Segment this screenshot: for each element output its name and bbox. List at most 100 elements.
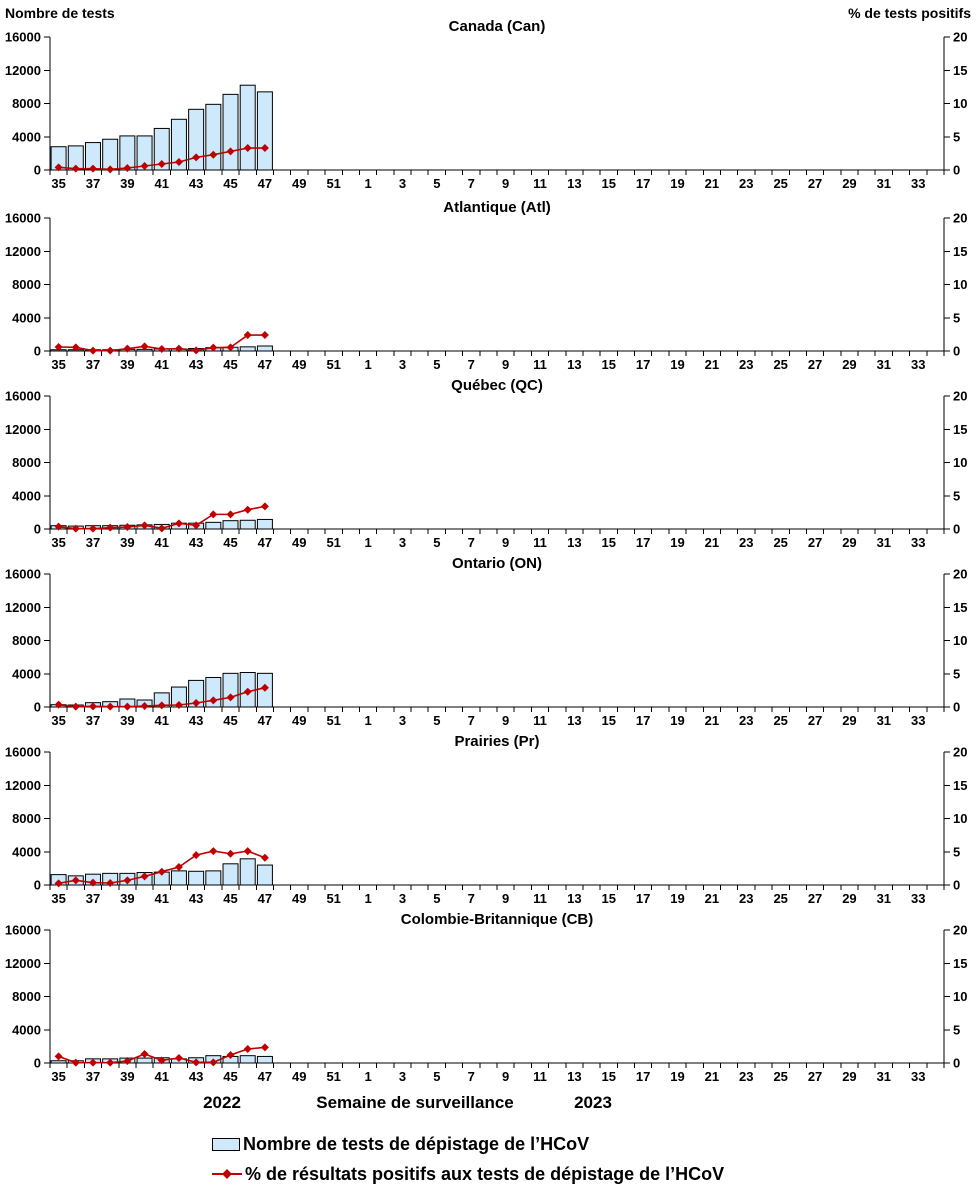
x-tick-label: 15 <box>602 176 616 191</box>
x-tick-label: 33 <box>911 1069 925 1084</box>
diamond-marker-icon <box>209 847 218 856</box>
left-tick-label: 0 <box>34 1056 41 1071</box>
x-tick-label: 29 <box>842 357 856 372</box>
axes <box>44 929 950 1068</box>
x-tick-label: 31 <box>877 891 891 906</box>
x-tick-label: 11 <box>533 357 547 372</box>
diamond-marker-icon <box>157 160 166 169</box>
x-tick-label: 21 <box>705 713 719 728</box>
x-tick-label: 1 <box>364 176 371 191</box>
x-tick-label: 39 <box>120 176 134 191</box>
x-tick-label: 5 <box>433 535 440 550</box>
right-tick-label: 0 <box>953 522 960 537</box>
x-tick-label: 11 <box>533 176 547 191</box>
x-tick-label: 15 <box>602 713 616 728</box>
x-tick-label: 5 <box>433 891 440 906</box>
x-tick-label: 1 <box>364 357 371 372</box>
x-tick-label: 41 <box>155 535 169 550</box>
diamond-marker-icon <box>226 849 235 858</box>
right-tick-label: 5 <box>953 129 960 144</box>
diamond-marker-icon <box>260 1043 269 1052</box>
x-tick-label: 1 <box>364 1069 371 1084</box>
x-tick-label: 19 <box>670 357 684 372</box>
diamond-marker-icon <box>54 879 63 888</box>
diamond-marker-icon <box>71 702 80 711</box>
left-tick-label: 8000 <box>12 633 41 648</box>
left-tick-label: 12000 <box>5 244 41 259</box>
diamond-marker-icon <box>54 700 63 709</box>
x-tick-label: 47 <box>258 891 272 906</box>
x-tick-label: 7 <box>468 535 475 550</box>
x-tick-label: 19 <box>670 176 684 191</box>
diamond-marker-icon <box>174 158 183 167</box>
diamond-marker-icon <box>71 876 80 885</box>
x-tick-label: 13 <box>567 713 581 728</box>
tests-bars <box>50 84 273 171</box>
x-tick-label: 43 <box>189 357 203 372</box>
diamond-marker-icon <box>192 346 201 355</box>
left-tick-label: 0 <box>34 700 41 715</box>
x-tick-label: 51 <box>326 535 340 550</box>
positivity-line-swatch-icon <box>212 1169 242 1179</box>
diamond-marker-icon <box>88 1058 97 1067</box>
right-tick-label: 20 <box>953 30 967 45</box>
tests-bar <box>136 1057 153 1064</box>
left-tick-label: 16000 <box>5 389 41 404</box>
chart-panel-3: Québec (QC)04000800012000160000510152035… <box>5 377 968 550</box>
tests-bar <box>239 1055 256 1064</box>
x-tick-label: 31 <box>877 535 891 550</box>
tests-bar <box>239 84 256 171</box>
x-tick-label: 17 <box>636 891 650 906</box>
tests-bar-swatch-icon <box>212 1137 240 1151</box>
diamond-marker-icon <box>192 699 201 708</box>
x-tick-label: 27 <box>808 713 822 728</box>
chart-panel-4: Ontario (ON)0400080001200016000051015203… <box>5 555 968 728</box>
right-tick-label: 5 <box>953 1022 960 1037</box>
x-tick-label: 45 <box>223 357 237 372</box>
tests-bar <box>256 518 273 530</box>
x-tick-label: 11 <box>533 891 547 906</box>
diamond-marker-icon <box>226 343 235 352</box>
x-tick-label: 23 <box>739 1069 753 1084</box>
x-tick-label: 13 <box>567 357 581 372</box>
x-tick-label: 47 <box>258 535 272 550</box>
x-tick-label: 5 <box>433 1069 440 1084</box>
x-tick-label: 27 <box>808 357 822 372</box>
diamond-marker-icon <box>243 1045 252 1054</box>
x-tick-label: 23 <box>739 535 753 550</box>
tests-bar <box>153 127 170 171</box>
x-tick-label: 27 <box>808 535 822 550</box>
left-tick-label: 16000 <box>5 745 41 760</box>
x-tick-label: 45 <box>223 535 237 550</box>
year-left-label: 2022 <box>203 1093 241 1112</box>
diamond-marker-icon <box>88 878 97 887</box>
legend-positivity-label: % de résultats positifs aux tests de dép… <box>245 1163 725 1184</box>
x-tick-label: 39 <box>120 713 134 728</box>
right-tick-label: 15 <box>953 244 967 259</box>
diamond-marker-icon <box>209 510 218 519</box>
x-tick-label: 43 <box>189 176 203 191</box>
x-tick-label: 35 <box>51 535 65 550</box>
x-tick-label: 15 <box>602 891 616 906</box>
diamond-marker-icon <box>88 524 97 533</box>
tests-bar <box>205 870 222 886</box>
x-tick-label: 25 <box>773 713 787 728</box>
x-tick-label: 31 <box>877 1069 891 1084</box>
right-tick-label: 10 <box>953 455 967 470</box>
diamond-marker-icon <box>88 346 97 355</box>
panel-title: Canada (Can) <box>449 18 546 35</box>
x-tick-label: 17 <box>636 535 650 550</box>
diamond-marker-icon <box>260 331 269 340</box>
left-tick-label: 12000 <box>5 600 41 615</box>
x-tick-label: 13 <box>567 535 581 550</box>
x-tick-label: 35 <box>51 1069 65 1084</box>
x-tick-label: 45 <box>223 1069 237 1084</box>
right-tick-label: 0 <box>953 700 960 715</box>
x-tick-label: 9 <box>502 357 509 372</box>
x-tick-label: 19 <box>670 535 684 550</box>
tests-bar <box>205 521 222 530</box>
left-tick-label: 12000 <box>5 956 41 971</box>
x-tick-label: 35 <box>51 891 65 906</box>
diamond-marker-icon <box>106 523 115 532</box>
